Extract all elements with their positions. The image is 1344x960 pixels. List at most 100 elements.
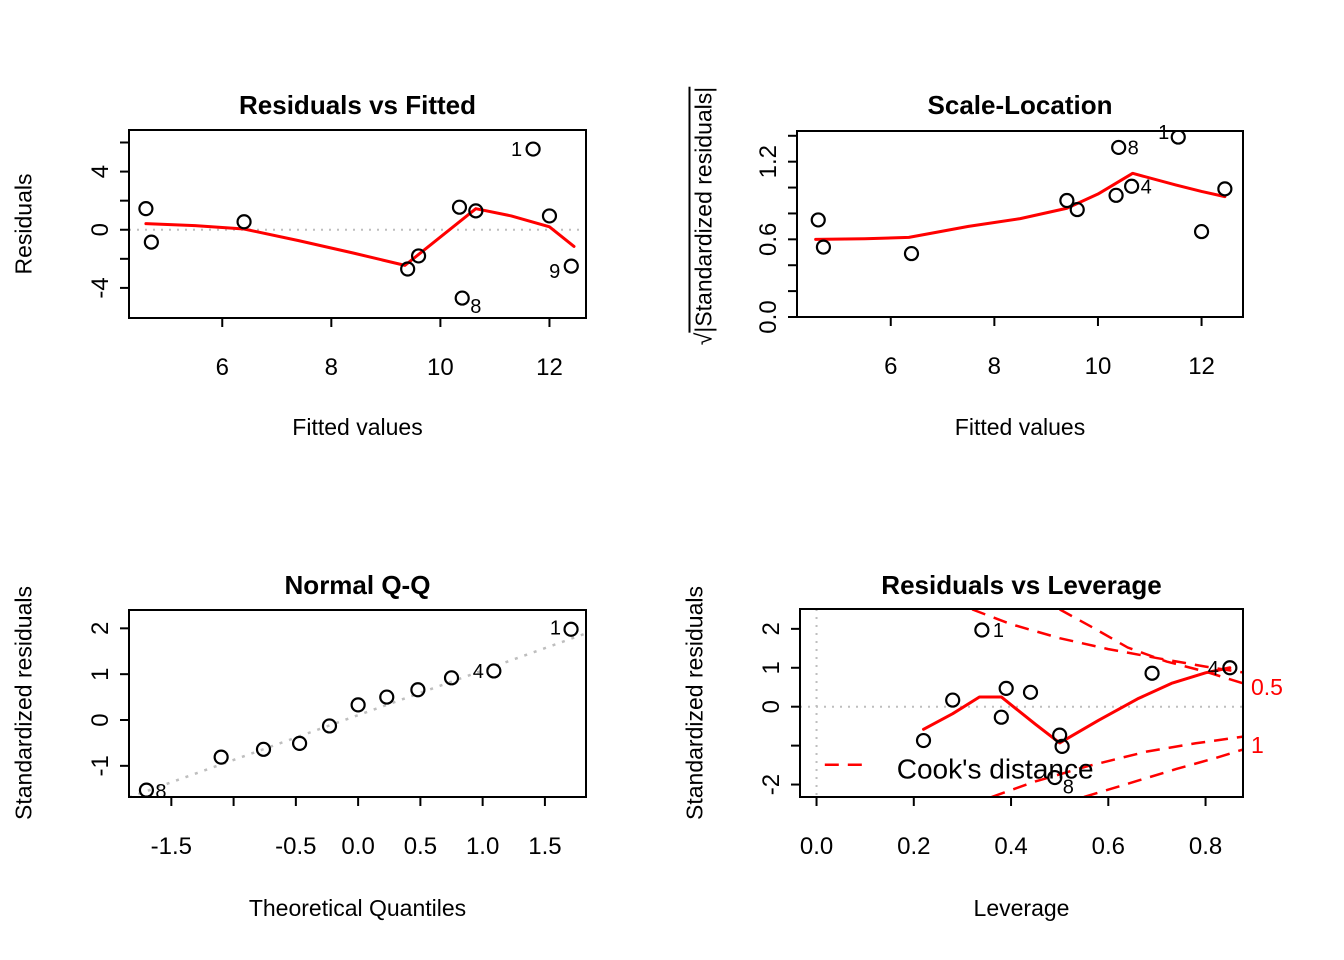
y-tick-label: 1.2 bbox=[755, 145, 782, 178]
x-tick-label: 0.5 bbox=[404, 833, 437, 860]
panel-residuals-vs-leverage: 1 8 4 0.5 1 Cook's distance 0.0 0.2 0.4 0.6 0.8 2 1 0… bbox=[758, 608, 1283, 860]
x-tick-label: 12 bbox=[536, 354, 563, 381]
panel-residuals-vs-fitted: 1 9 8 6 8 10 12 4 0 -4 bbox=[87, 129, 587, 381]
x-tick-label: 6 bbox=[884, 353, 897, 380]
data-point bbox=[321, 718, 338, 734]
data-point bbox=[1124, 178, 1140, 194]
x-tick-label: 0.6 bbox=[1092, 833, 1125, 860]
data-point bbox=[525, 141, 541, 157]
y-tick-label: -2 bbox=[758, 774, 785, 795]
data-point bbox=[350, 697, 366, 713]
data-point bbox=[451, 199, 468, 215]
title-scale-location: Scale-Location bbox=[927, 90, 1113, 120]
x-tick-label: 1.0 bbox=[466, 833, 499, 860]
title-residuals-vs-leverage: Residuals vs Leverage bbox=[881, 570, 1162, 600]
ylabel-sqrt-standardized-residuals: √|Standardized residuals| bbox=[691, 87, 718, 346]
panel-normal-qq: 8 4 1 -1.5 -0.5 0.0 0.5 1.0 1.5 -1 0 1 2 bbox=[87, 609, 587, 860]
data-point bbox=[903, 245, 920, 262]
sqrt-sign: √ bbox=[690, 332, 717, 346]
data-point bbox=[454, 290, 470, 306]
cooks-distance-contour-0.5 bbox=[1059, 608, 1244, 685]
y-tick-label: 4 bbox=[87, 165, 114, 178]
data-point bbox=[993, 709, 1009, 725]
data-point bbox=[255, 741, 272, 757]
point-label: 1 bbox=[511, 139, 522, 161]
data-point bbox=[1111, 139, 1127, 156]
y-tick-label: 0.0 bbox=[755, 300, 782, 333]
data-point bbox=[1108, 187, 1124, 203]
point-label: 1 bbox=[993, 620, 1004, 642]
qq-reference-line bbox=[128, 632, 587, 798]
data-point bbox=[1222, 660, 1238, 676]
data-point bbox=[1022, 684, 1039, 700]
plot-box bbox=[128, 129, 587, 319]
x-tick-label: 10 bbox=[427, 354, 454, 381]
y-tick-label: 2 bbox=[758, 622, 785, 635]
point-label: 8 bbox=[1128, 137, 1139, 159]
title-residuals-vs-fitted: Residuals vs Fitted bbox=[239, 90, 476, 120]
smoother-line bbox=[922, 666, 1232, 745]
x-tick-label: 8 bbox=[988, 353, 1001, 380]
x-tick-label: 0.2 bbox=[897, 833, 930, 860]
data-point bbox=[815, 239, 832, 255]
data-point bbox=[400, 261, 416, 277]
data-point bbox=[143, 234, 159, 250]
plot-box bbox=[796, 130, 1244, 318]
x-tick-label: 0.0 bbox=[800, 833, 833, 860]
data-point bbox=[541, 208, 558, 224]
xlabel-fitted-values-1: Fitted values bbox=[292, 414, 423, 440]
y-tick-label: 2 bbox=[87, 622, 114, 635]
data-point bbox=[486, 663, 502, 679]
data-point bbox=[810, 212, 826, 228]
ylabel-sqrt-argument: |Standardized residuals| bbox=[690, 86, 717, 333]
cooks-distance-contour-0.5 bbox=[991, 735, 1244, 798]
data-point bbox=[236, 214, 252, 230]
x-tick-label: 1.5 bbox=[528, 833, 561, 860]
data-point bbox=[563, 621, 579, 637]
cooks-legend-label: Cook's distance bbox=[897, 754, 1094, 785]
point-label: 9 bbox=[549, 261, 560, 283]
y-tick-label: -1 bbox=[87, 755, 114, 776]
data-point bbox=[1069, 201, 1085, 218]
point-label: 8 bbox=[1063, 777, 1074, 799]
data-point bbox=[410, 682, 426, 698]
title-normal-qq: Normal Q-Q bbox=[284, 570, 431, 600]
xlabel-leverage: Leverage bbox=[973, 895, 1070, 921]
x-tick-label: 6 bbox=[216, 354, 229, 381]
ylabel-standardized-residuals-leverage: Standardized residuals bbox=[681, 586, 708, 820]
point-label: 8 bbox=[155, 781, 166, 803]
data-point bbox=[1059, 192, 1075, 209]
data-point bbox=[1144, 665, 1160, 681]
ylabel-residuals: Residuals bbox=[10, 173, 37, 275]
data-point bbox=[410, 248, 427, 264]
x-tick-label: -0.5 bbox=[275, 833, 316, 860]
x-tick-label: 0.4 bbox=[994, 833, 1027, 860]
data-point bbox=[1217, 181, 1233, 197]
x-tick-label: 12 bbox=[1188, 353, 1215, 380]
plot-box bbox=[128, 609, 587, 798]
xlabel-theoretical-quantiles: Theoretical Quantiles bbox=[248, 895, 467, 921]
data-point bbox=[213, 749, 229, 765]
data-point bbox=[1052, 727, 1068, 743]
data-point bbox=[915, 732, 932, 749]
y-tick-label: 0.6 bbox=[755, 223, 782, 256]
contour-level-label: 1 bbox=[1251, 732, 1264, 758]
cooks-distance-contour-1 bbox=[971, 608, 1244, 674]
data-point bbox=[138, 782, 155, 798]
data-point bbox=[1047, 769, 1063, 786]
x-tick-label: 10 bbox=[1085, 353, 1112, 380]
data-point bbox=[379, 689, 395, 705]
y-tick-label: 1 bbox=[87, 667, 114, 680]
data-point bbox=[291, 735, 308, 751]
y-tick-label: 0 bbox=[87, 223, 114, 236]
data-point bbox=[945, 692, 961, 708]
cooks-distance-contour-1 bbox=[1083, 748, 1244, 798]
y-tick-label: 0 bbox=[87, 713, 114, 726]
x-tick-label: 0.0 bbox=[341, 833, 374, 860]
ylabel-standardized-residuals-qq: Standardized residuals bbox=[10, 586, 37, 820]
y-tick-label: -4 bbox=[87, 277, 114, 298]
point-label: 4 bbox=[1208, 658, 1219, 680]
smoother-line bbox=[814, 171, 1227, 241]
